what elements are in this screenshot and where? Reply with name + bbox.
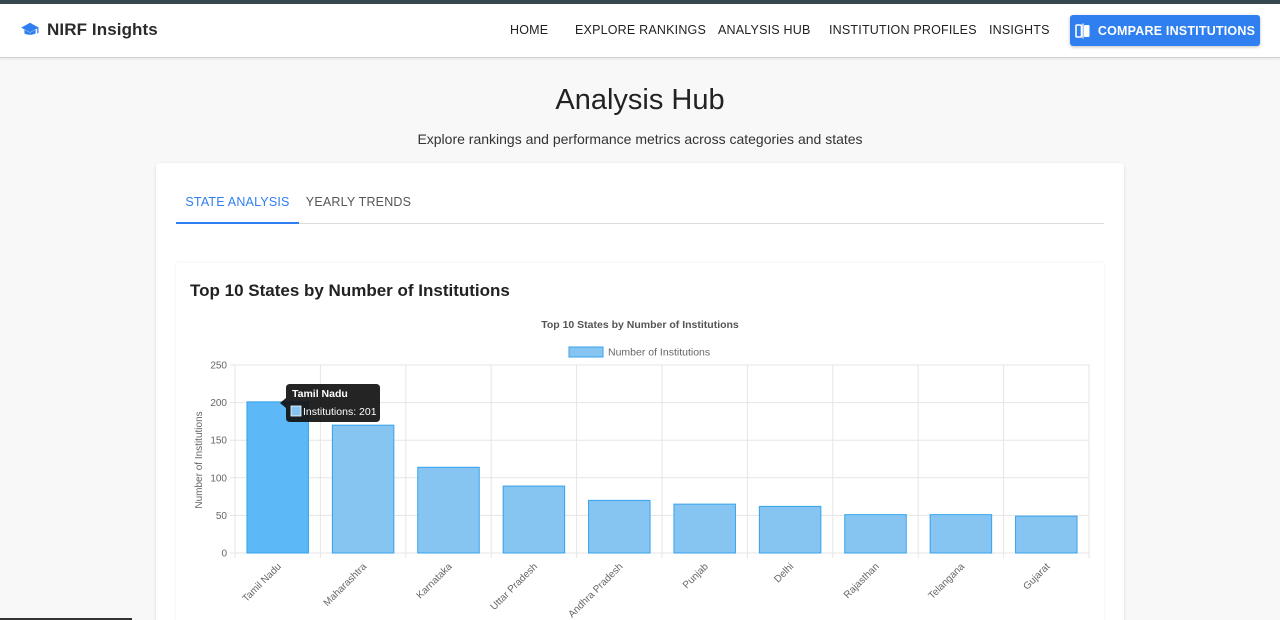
y-tick-label: 50 [216, 511, 228, 522]
x-tick-label: Maharashtra [322, 561, 370, 609]
tab-yearly-trends[interactable]: YEARLY TRENDS [305, 195, 412, 209]
nav-explore-rankings[interactable]: EXPLORE RANKINGS [575, 23, 707, 37]
x-tick-label: Andhra Pradesh [567, 561, 626, 620]
bar-gujarat[interactable] [1015, 515, 1078, 554]
compare-button-label: COMPARE INSTITUTIONS [1097, 23, 1256, 38]
chart-section-heading: Top 10 States by Number of Institutions [190, 281, 510, 300]
bottom-edge-line [0, 618, 132, 620]
nav-insights[interactable]: INSIGHTS [989, 23, 1050, 37]
bar-maharashtra[interactable] [331, 424, 395, 554]
x-tick-label: Gujarat [1021, 561, 1052, 592]
nav-home[interactable]: HOME [510, 23, 549, 37]
brand-name: NIRF Insights [47, 20, 158, 39]
legend-swatch [568, 346, 604, 358]
page-title: Analysis Hub [555, 84, 725, 116]
x-tick-label: Delhi [772, 561, 796, 585]
tooltip-swatch [290, 405, 302, 417]
nav-institution-profiles[interactable]: INSTITUTION PROFILES [829, 23, 977, 37]
chart-title: Top 10 States by Number of Institutions [541, 319, 739, 331]
bar-punjab[interactable] [673, 503, 736, 554]
y-axis-label: Number of Institutions [194, 411, 205, 508]
compare-icon [1075, 23, 1090, 38]
graduation-cap-icon [21, 22, 39, 35]
x-tick-label: Punjab [681, 561, 711, 591]
tooltip-value: Institutions: 201 [303, 406, 377, 418]
bar-chart: Top 10 States by Number of Institutions … [194, 319, 1090, 620]
bar-delhi[interactable] [758, 505, 822, 554]
analysis-card: STATE ANALYSIS YEARLY TRENDS Top 10 Stat… [156, 163, 1124, 620]
bar-uttar-pradesh[interactable] [502, 485, 566, 554]
y-tick-label: 0 [221, 549, 227, 560]
page-subtitle: Explore rankings and performance metrics… [417, 131, 863, 147]
tab-bar: STATE ANALYSIS YEARLY TRENDS [176, 183, 1104, 224]
tooltip-title: Tamil Nadu [292, 388, 348, 400]
bar-telangana[interactable] [929, 514, 993, 554]
x-tick-label: Rajasthan [842, 561, 882, 601]
y-tick-label: 250 [210, 361, 227, 372]
chart-tooltip: Tamil Nadu Institutions: 201 [280, 384, 380, 422]
bar-rajasthan[interactable] [844, 514, 907, 554]
tab-state-analysis[interactable]: STATE ANALYSIS [176, 183, 299, 224]
bar-andhra-pradesh[interactable] [588, 499, 651, 554]
brand[interactable]: NIRF Insights [20, 18, 158, 42]
y-tick-label: 150 [210, 436, 227, 447]
compare-institutions-button[interactable]: COMPARE INSTITUTIONS [1070, 15, 1260, 46]
y-tick-label: 100 [210, 473, 227, 484]
top-navbar: NIRF Insights HOME EXPLORE RANKINGS ANAL… [0, 4, 1280, 58]
bar-karnataka[interactable] [417, 466, 480, 554]
chart-card: Top 10 States by Number of Institutions … [176, 263, 1104, 620]
x-tick-label: Karnataka [415, 561, 455, 601]
x-tick-label: Uttar Pradesh [489, 561, 540, 612]
nav-analysis-hub[interactable]: ANALYSIS HUB [718, 23, 811, 37]
x-tick-label: Telangana [927, 561, 968, 602]
window-top-strip [0, 0, 1280, 4]
y-tick-label: 200 [210, 398, 227, 409]
legend-label: Number of Institutions [608, 347, 710, 359]
x-tick-label: Tamil Nadu [241, 561, 284, 604]
bar-tamil-nadu[interactable] [246, 401, 309, 554]
